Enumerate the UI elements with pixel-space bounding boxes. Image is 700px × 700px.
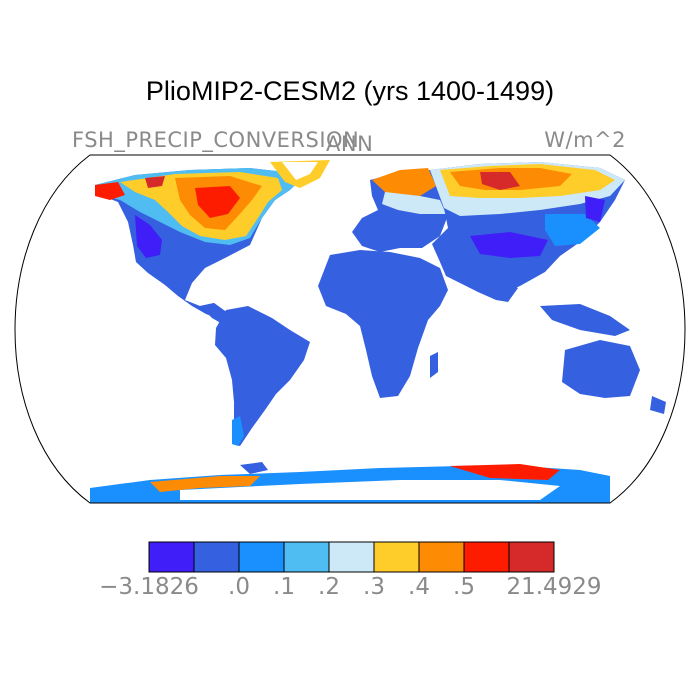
colorbar-label-3: .2: [318, 574, 340, 600]
colorbar-label-4: .3: [363, 574, 385, 600]
variable-name: FSH_PRECIP_CONVERSION: [72, 128, 360, 152]
north-america-hottest-spots: [145, 176, 165, 188]
south-america-south-tip: [232, 416, 244, 446]
colorbar: [148, 541, 555, 573]
north-america-hotter-spots: [195, 186, 240, 218]
central-asia-purple: [470, 232, 548, 258]
units-label: W/m^2: [544, 128, 626, 152]
colorbar-label-2: .1: [273, 574, 295, 600]
kamchatka-patch: [585, 196, 605, 222]
antarctica-interior: [180, 480, 560, 500]
globe-outline: [14, 154, 686, 504]
southeast-asia-islands: [540, 304, 630, 336]
greenland-interior: [282, 162, 318, 180]
madagascar: [430, 352, 438, 378]
season-label: ANN: [326, 132, 374, 156]
colorbar-box-5: [373, 541, 420, 573]
plot-title: PlioMIP2-CESM2 (yrs 1400-1499): [145, 76, 555, 106]
scandinavia-band: [372, 168, 436, 196]
new-zealand: [650, 396, 666, 414]
colorbar-box-6: [418, 541, 465, 573]
antarctica-hot-coast: [450, 464, 560, 480]
colorbar-box-4: [328, 541, 375, 573]
colorbar-label-7: 21.4929: [506, 574, 602, 600]
colorbar-box-7: [463, 541, 510, 573]
colorbar-label-1: .0: [228, 574, 250, 600]
colorbar-label-0: −3.1826: [99, 574, 199, 600]
antarctica-peninsula: [240, 462, 268, 474]
colorbar-box-3: [283, 541, 330, 573]
middle-east-india-land: [440, 262, 518, 302]
south-america-land: [215, 306, 310, 446]
colorbar-box-8: [508, 541, 555, 573]
alaska-strip: [95, 182, 125, 200]
northern-europe-cold: [382, 192, 446, 214]
colorbar-box-0: [148, 541, 195, 573]
siberia-hottest-spot: [480, 172, 520, 190]
north-america-west-band: [135, 215, 162, 258]
australia-land: [562, 340, 640, 398]
colorbar-box-1: [193, 541, 240, 573]
antarctica-warm-coast: [150, 476, 260, 492]
africa-land: [318, 250, 448, 398]
east-asia-blue: [545, 214, 600, 246]
colorbar-box-2: [238, 541, 285, 573]
colorbar-label-5: .4: [408, 574, 430, 600]
colorbar-label-6: .5: [453, 574, 475, 600]
